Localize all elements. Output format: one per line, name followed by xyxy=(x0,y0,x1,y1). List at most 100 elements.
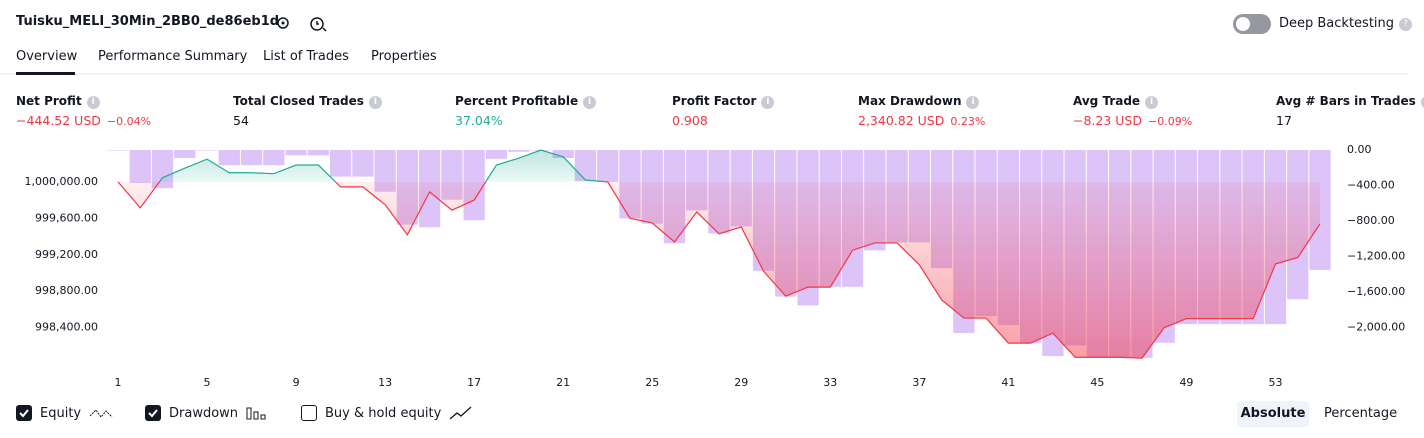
y-tick-label: 999,200.00 xyxy=(35,248,98,261)
metric-value: 0.908 xyxy=(672,113,708,128)
x-tick-label: 17 xyxy=(467,376,481,389)
x-tick-label: 21 xyxy=(556,376,570,389)
drawdown-bar xyxy=(574,150,597,182)
metric-value: 2,340.82 USD 0.23% xyxy=(858,113,985,128)
info-icon: ? xyxy=(1399,18,1413,31)
drawdown-icon xyxy=(246,407,266,420)
metric-label-text: Percent Profitable xyxy=(455,94,579,108)
tab[interactable]: Properties xyxy=(371,49,437,64)
absolute-button[interactable]: Absolute xyxy=(1237,401,1309,427)
metric-percent: −0.04% xyxy=(106,115,152,128)
metric-value-text: −8.23 USD xyxy=(1073,113,1142,128)
metric-percent: −0.09% xyxy=(1148,115,1193,128)
y2-tick-label: 0.00 xyxy=(1347,143,1372,156)
metric-label: Max Drawdown i xyxy=(858,94,980,109)
drawdown-bar xyxy=(129,150,151,183)
legend-option[interactable]: Drawdown xyxy=(145,405,268,421)
x-tick-label: 1 xyxy=(115,376,122,389)
y2-tick-label: −2,000.00 xyxy=(1347,321,1405,334)
tab[interactable]: Overview xyxy=(16,49,78,64)
drawdown-bar xyxy=(240,150,263,166)
toggle-label: Deep Backtesting? xyxy=(1279,16,1413,31)
metric-value-text: 17 xyxy=(1276,113,1292,128)
x-tick-label: 45 xyxy=(1090,376,1104,389)
x-tick-label: 49 xyxy=(1179,376,1193,389)
drawdown-bar xyxy=(174,150,196,158)
y2-tick-label: −400.00 xyxy=(1347,179,1395,192)
x-tick-label: 33 xyxy=(823,376,837,389)
metric-label: Net Profit i xyxy=(16,94,100,109)
drawdown-bar xyxy=(285,150,307,156)
buyhold-icon xyxy=(449,406,472,420)
checkbox-checked[interactable] xyxy=(16,405,32,421)
legend-option[interactable]: Buy & hold equity xyxy=(301,405,473,421)
metric-label-text: Avg # Bars in Trades xyxy=(1276,94,1416,108)
metric-value-text: −444.52 USD xyxy=(16,113,101,128)
legend-label: Buy & hold equity xyxy=(325,405,442,421)
metric-label-text: Avg Trade xyxy=(1073,94,1141,108)
strategy-title: Tuisku_MELI_30Min_2BB0_de86eb1d xyxy=(16,14,280,29)
y-tick-label: 1,000,000.00 xyxy=(25,175,98,188)
y2-tick-label: −800.00 xyxy=(1347,214,1395,227)
metric-value: −444.52 USD −0.04% xyxy=(16,113,151,128)
y-tick-label: 998,800.00 xyxy=(35,284,98,297)
x-tick-label: 53 xyxy=(1268,376,1282,389)
metric-value-text: 2,340.82 USD xyxy=(858,113,945,128)
alert-icon[interactable] xyxy=(310,17,324,31)
drawdown-bar xyxy=(485,150,508,159)
tab-divider xyxy=(0,73,1408,75)
drawdown-bar xyxy=(508,150,530,152)
metric-value-text: 0.908 xyxy=(672,113,708,128)
info-icon: i xyxy=(761,96,775,109)
metric-value-text: 37.04% xyxy=(455,113,503,128)
metric-label: Avg Trade i xyxy=(1073,94,1159,109)
tab[interactable]: List of Trades xyxy=(263,49,349,64)
tab[interactable]: Performance Summary xyxy=(98,49,248,64)
metric-label-text: Max Drawdown xyxy=(858,94,962,108)
header-icons xyxy=(277,17,327,32)
x-tick-label: 13 xyxy=(378,376,392,389)
checkbox-unchecked[interactable] xyxy=(301,405,317,421)
drawdown-bar xyxy=(552,150,574,158)
metric-value: 17 xyxy=(1276,113,1292,128)
drawdown-bar xyxy=(374,150,396,192)
settings-dot xyxy=(281,21,285,25)
y2-tick-label: −1,600.00 xyxy=(1347,285,1405,298)
metric-value-text: 54 xyxy=(233,113,249,128)
chart: 998,400.00 998,800.00 999,200.00 999,600.00… xyxy=(25,143,1406,389)
deep-backtesting-toggle[interactable] xyxy=(1233,14,1271,34)
info-icon: i xyxy=(1145,96,1159,109)
equity-line xyxy=(117,149,1321,359)
metric-label: Avg # Bars in Trades i xyxy=(1276,94,1424,109)
y-tick-label: 999,600.00 xyxy=(35,211,98,224)
percentage-button[interactable]: Percentage xyxy=(1324,406,1398,421)
metric-percent: 0.23% xyxy=(950,115,986,128)
metric-value: 54 xyxy=(233,113,249,128)
equity-icon xyxy=(89,409,113,418)
legend-label: Drawdown xyxy=(169,405,239,421)
info-icon: i xyxy=(1420,96,1424,109)
y2-tick-label: −1,200.00 xyxy=(1347,250,1405,263)
legend-option[interactable]: Equity xyxy=(16,405,115,421)
info-icon: i xyxy=(966,96,980,109)
drawdown-bar xyxy=(107,150,129,151)
toggle-knob xyxy=(1236,17,1250,31)
metric-value: −8.23 USD −0.09% xyxy=(1073,113,1192,128)
settings-icon[interactable] xyxy=(277,17,289,29)
drawdown-bar xyxy=(597,150,619,182)
legend-label: Equity xyxy=(40,405,82,421)
x-tick-label: 25 xyxy=(645,376,659,389)
x-tick-label: 37 xyxy=(912,376,926,389)
equity-area xyxy=(118,150,1320,359)
drawdown-bar xyxy=(263,150,285,166)
x-tick-label: 41 xyxy=(1001,376,1015,389)
drawdown-bar xyxy=(218,150,240,166)
info-icon: i xyxy=(368,96,382,109)
tab-underline xyxy=(16,72,75,75)
metric-label-text: Total Closed Trades xyxy=(233,94,364,108)
checkbox-checked[interactable] xyxy=(145,405,161,421)
x-tick-label: 5 xyxy=(204,376,211,389)
x-tick-label: 29 xyxy=(734,376,748,389)
drawdown-bar xyxy=(196,150,218,151)
